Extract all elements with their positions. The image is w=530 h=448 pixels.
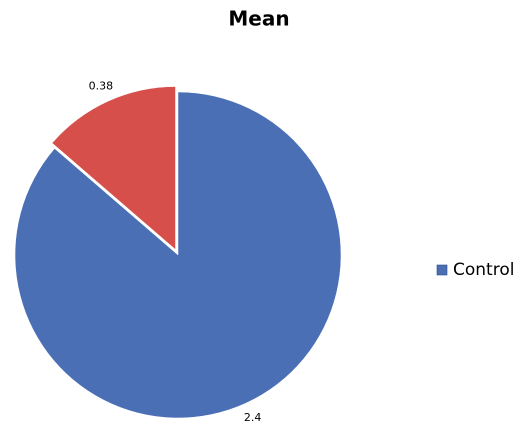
legend-swatch	[436, 264, 448, 276]
pie-slice	[14, 91, 342, 419]
legend-label: Control	[453, 260, 514, 280]
data-label: 2.4	[244, 411, 262, 424]
data-label: 0.38	[89, 80, 114, 93]
chart-title: Mean	[228, 7, 289, 31]
pie-slice	[51, 86, 176, 251]
